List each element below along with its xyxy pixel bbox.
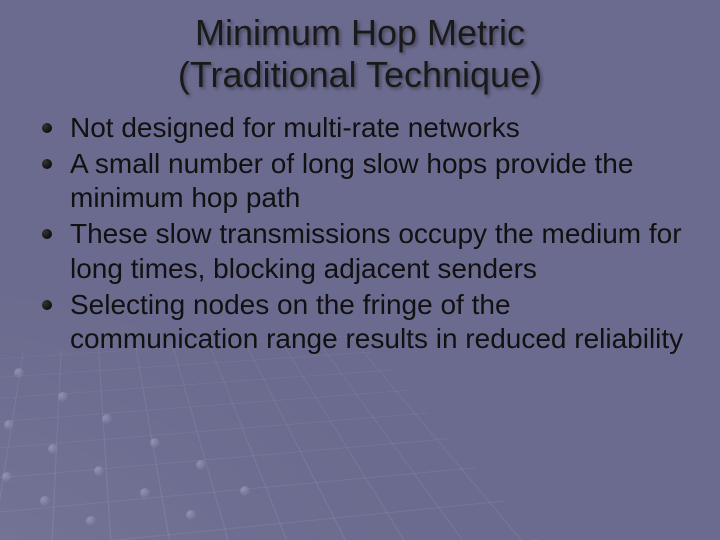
bullet-icon (42, 300, 52, 310)
bullet-icon (42, 159, 52, 169)
bullet-text: Selecting nodes on the fringe of the com… (70, 289, 683, 354)
list-item: Not designed for multi-rate networks (36, 111, 692, 145)
bullet-text: A small number of long slow hops provide… (70, 148, 633, 213)
bullet-icon (42, 229, 52, 239)
slide: Minimum Hop Metric (Traditional Techniqu… (0, 0, 720, 540)
slide-title: Minimum Hop Metric (Traditional Techniqu… (28, 12, 692, 97)
title-line-1: Minimum Hop Metric (195, 12, 525, 53)
bullet-text: These slow transmissions occupy the medi… (70, 218, 682, 283)
bullet-text: Not designed for multi-rate networks (70, 112, 520, 143)
list-item: Selecting nodes on the fringe of the com… (36, 288, 692, 356)
bullet-list: Not designed for multi-rate networks A s… (28, 111, 692, 356)
list-item: A small number of long slow hops provide… (36, 147, 692, 215)
bullet-icon (42, 123, 52, 133)
title-line-2: (Traditional Technique) (178, 54, 542, 95)
list-item: These slow transmissions occupy the medi… (36, 217, 692, 285)
